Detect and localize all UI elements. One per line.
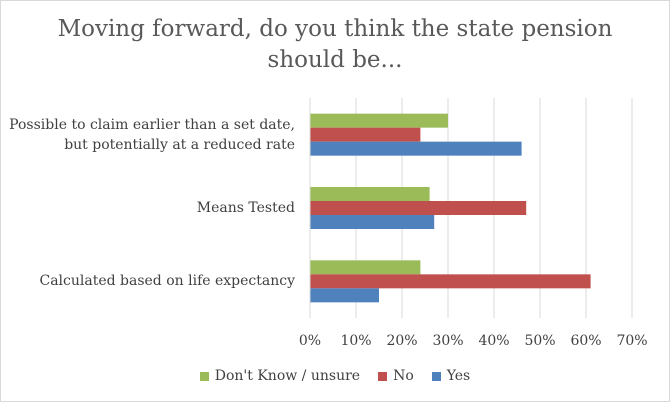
legend-label: Don't Know / unsure xyxy=(214,368,361,384)
legend-swatch xyxy=(431,371,441,381)
chart-title: Moving forward, do you think the state p… xyxy=(57,16,613,73)
bar xyxy=(310,201,527,215)
legend-swatch xyxy=(199,371,209,381)
x-tick-label: 0% xyxy=(299,333,321,349)
bar xyxy=(310,141,522,156)
bar xyxy=(310,274,591,289)
bar xyxy=(310,260,421,275)
y-category-label: Possible to claim earlier than a set dat… xyxy=(9,116,295,153)
y-category-label: Means Tested xyxy=(196,200,295,216)
legend-item: Don't Know / unsure xyxy=(199,368,361,384)
legend-swatch xyxy=(378,371,388,381)
bar xyxy=(310,288,379,303)
legend-item: No xyxy=(378,368,414,384)
bar xyxy=(310,187,430,201)
bar xyxy=(310,215,435,229)
x-tick-label: 20% xyxy=(386,333,417,349)
bar xyxy=(310,113,448,128)
x-tick-label: 60% xyxy=(570,333,601,349)
legend-label: Yes xyxy=(446,368,471,384)
x-tick-label: 10% xyxy=(340,333,371,349)
x-tick-label: 30% xyxy=(432,333,463,349)
chart-legend: Don't Know / unsure No Yes xyxy=(0,368,670,384)
x-tick-label: 50% xyxy=(524,333,555,349)
legend-item: Yes xyxy=(431,368,471,384)
x-tick-label: 70% xyxy=(616,333,647,349)
bar xyxy=(310,127,421,142)
y-category-label: Calculated based on life expectancy xyxy=(39,273,295,290)
x-tick-label: 40% xyxy=(478,333,509,349)
legend-label: No xyxy=(393,368,414,384)
